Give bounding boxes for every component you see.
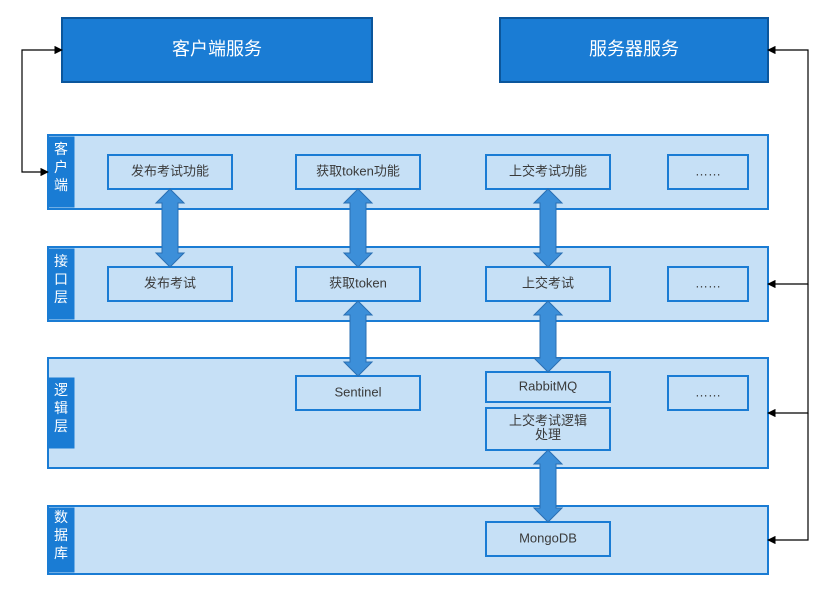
client-layer: 客户端 发布考试功能 获取token功能 上交考试功能 …… xyxy=(48,135,768,209)
logic-more: …… xyxy=(668,376,748,410)
logic-layer: 逻辑层 Sentinel RabbitMQ 上交考试逻辑处理 …… xyxy=(48,358,768,468)
submit-exam-label: 上交考试 xyxy=(522,275,574,290)
rabbitmq: RabbitMQ xyxy=(486,372,610,402)
bi-arrow-submit-logic-mongodb xyxy=(534,450,562,522)
submit-exam: 上交考试 xyxy=(486,267,610,301)
bi-arrow-submit-exam-rabbitmq xyxy=(534,301,562,372)
api-more: …… xyxy=(668,267,748,301)
sentinel-label: Sentinel xyxy=(335,384,382,399)
api-layer: 接口层 发布考试 获取token 上交考试 …… xyxy=(48,247,768,321)
server-service-label: 服务器服务 xyxy=(589,39,679,59)
logic-layer-label: 逻辑层 xyxy=(54,382,68,434)
get-token-fn: 获取token功能 xyxy=(296,155,420,189)
server-to-logic xyxy=(768,284,808,413)
db-layer-label: 数据库 xyxy=(54,509,68,561)
mongodb-label: MongoDB xyxy=(519,530,577,545)
bi-arrow-publish-exam-fn-publish-exam xyxy=(156,189,184,267)
logic-more-label: …… xyxy=(695,384,721,399)
mongodb: MongoDB xyxy=(486,522,610,556)
bi-arrow-get-token-sentinel xyxy=(344,301,372,376)
get-token-label: 获取token xyxy=(329,275,387,290)
bi-arrow-get-token-fn-get-token xyxy=(344,189,372,267)
client-service: 客户端服务 xyxy=(62,18,372,82)
server-to-db xyxy=(768,413,808,540)
client-service-label: 客户端服务 xyxy=(172,39,262,59)
submit-logic: 上交考试逻辑处理 xyxy=(486,408,610,450)
rabbitmq-label: RabbitMQ xyxy=(519,378,578,393)
client-layer-label: 客户端 xyxy=(54,141,68,193)
diagram-stage: 客户端服务 服务器服务客户端 发布考试功能 获取token功能 上交考试功能 …… 接口层 发… xyxy=(0,0,827,594)
publish-exam-label: 发布考试 xyxy=(144,275,196,290)
client-more: …… xyxy=(668,155,748,189)
submit-exam-fn: 上交考试功能 xyxy=(486,155,610,189)
get-token: 获取token xyxy=(296,267,420,301)
publish-exam: 发布考试 xyxy=(108,267,232,301)
publish-exam-fn-label: 发布考试功能 xyxy=(131,163,209,178)
sentinel: Sentinel xyxy=(296,376,420,410)
api-more-label: …… xyxy=(695,275,721,290)
submit-exam-fn-label: 上交考试功能 xyxy=(509,163,587,178)
server-to-api xyxy=(768,50,808,284)
server-service: 服务器服务 xyxy=(500,18,768,82)
bi-arrow-submit-exam-fn-submit-exam xyxy=(534,189,562,267)
publish-exam-fn: 发布考试功能 xyxy=(108,155,232,189)
client-more-label: …… xyxy=(695,163,721,178)
api-layer-label: 接口层 xyxy=(54,253,68,305)
get-token-fn-label: 获取token功能 xyxy=(316,163,400,178)
db-layer: 数据库 MongoDB xyxy=(48,506,768,574)
